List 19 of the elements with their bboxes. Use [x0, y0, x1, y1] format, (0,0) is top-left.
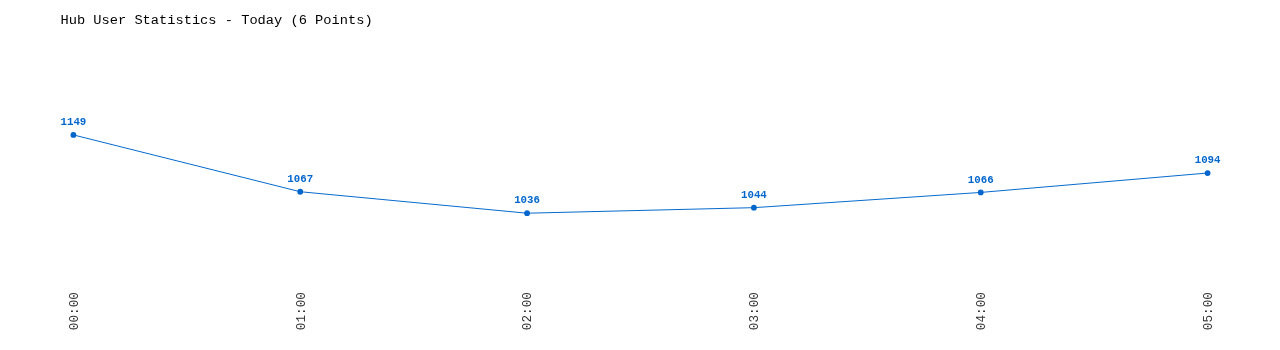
data-label: 1066 [967, 173, 994, 186]
point [1204, 170, 1211, 176]
x-tick-label: 02:00 [520, 291, 536, 331]
data-label: 1044 [741, 188, 768, 201]
data-label: 1094 [1194, 154, 1222, 167]
point [977, 189, 984, 196]
point [297, 188, 304, 195]
point [751, 204, 757, 211]
x-tick-label: 03:00 [747, 291, 763, 331]
x-tick-label: 05:00 [1200, 291, 1216, 331]
chart-title: Hub User Statistics - Today (6 Points) [60, 13, 373, 29]
x-tick-label: 01:00 [293, 291, 309, 331]
data-label: 1036 [514, 194, 540, 207]
x-tick-label: 00:00 [66, 291, 82, 331]
data-label: 1149 [60, 116, 87, 129]
point [70, 132, 77, 138]
x-tick-label: 04:00 [974, 291, 990, 331]
data-label: 1067 [287, 172, 314, 185]
point [524, 210, 530, 217]
